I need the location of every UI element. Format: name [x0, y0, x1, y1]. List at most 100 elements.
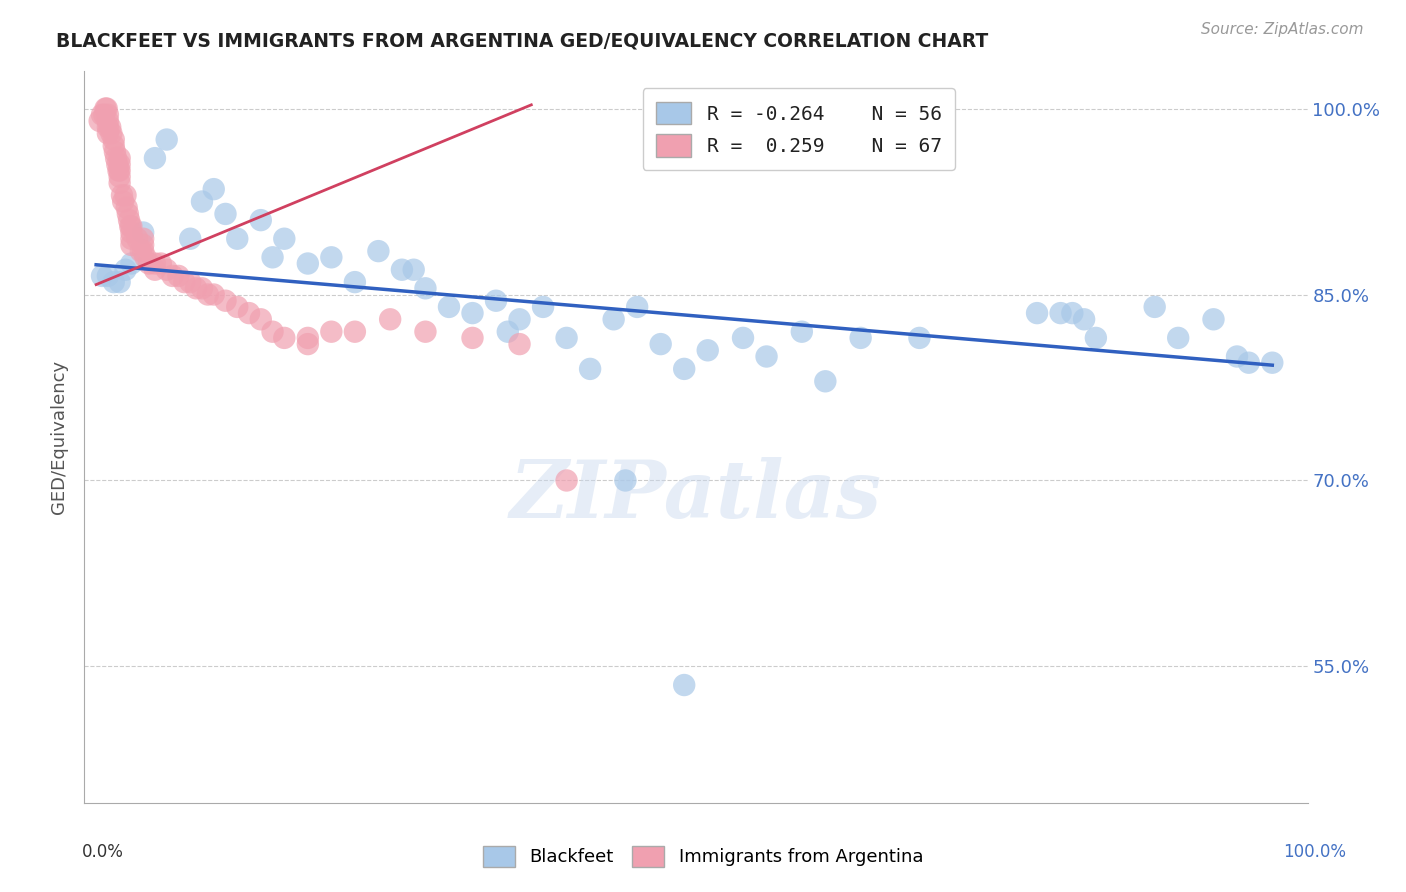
Point — [214, 207, 236, 221]
Point — [238, 306, 260, 320]
Point — [509, 312, 531, 326]
Point — [1167, 331, 1189, 345]
Point — [114, 262, 136, 277]
Point — [321, 325, 343, 339]
Point — [120, 219, 142, 234]
Point — [114, 188, 136, 202]
Point — [104, 145, 127, 159]
Point — [814, 374, 837, 388]
Point — [321, 250, 343, 264]
Point — [226, 232, 249, 246]
Point — [380, 312, 402, 326]
Point — [1261, 356, 1284, 370]
Point — [343, 325, 366, 339]
Point — [1073, 312, 1095, 326]
Point — [103, 138, 125, 153]
Point — [1226, 350, 1249, 364]
Y-axis label: GED/Equivalency: GED/Equivalency — [51, 360, 69, 514]
Point — [908, 331, 931, 345]
Point — [391, 262, 413, 277]
Point — [614, 474, 637, 488]
Point — [509, 337, 531, 351]
Point — [120, 232, 142, 246]
Point — [93, 108, 115, 122]
Point — [91, 108, 114, 122]
Point — [103, 275, 125, 289]
Point — [202, 182, 225, 196]
Point — [107, 163, 129, 178]
Point — [97, 114, 120, 128]
Point — [132, 226, 155, 240]
Legend: R = -0.264    N = 56, R =  0.259    N = 67: R = -0.264 N = 56, R = 0.259 N = 67 — [643, 88, 955, 170]
Point — [100, 126, 122, 140]
Point — [108, 275, 131, 289]
Point — [626, 300, 648, 314]
Point — [226, 300, 249, 314]
Point — [343, 275, 366, 289]
Point — [673, 362, 696, 376]
Point — [755, 350, 778, 364]
Point — [120, 226, 142, 240]
Point — [485, 293, 508, 308]
Point — [179, 232, 201, 246]
Point — [108, 176, 131, 190]
Point — [138, 256, 160, 270]
Point — [555, 474, 578, 488]
Point — [249, 312, 271, 326]
Point — [173, 275, 195, 289]
Point — [731, 331, 754, 345]
Point — [118, 213, 141, 227]
Point — [108, 157, 131, 171]
Point — [191, 194, 214, 209]
Point — [197, 287, 219, 301]
Point — [132, 244, 155, 259]
Point — [97, 126, 120, 140]
Point — [214, 293, 236, 308]
Point — [143, 262, 166, 277]
Point — [849, 331, 872, 345]
Point — [97, 268, 120, 283]
Text: 100.0%: 100.0% — [1284, 843, 1346, 861]
Point — [415, 281, 437, 295]
Point — [262, 250, 284, 264]
Point — [402, 262, 425, 277]
Point — [108, 169, 131, 184]
Point — [673, 678, 696, 692]
Point — [602, 312, 624, 326]
Legend: Blackfeet, Immigrants from Argentina: Blackfeet, Immigrants from Argentina — [475, 838, 931, 874]
Point — [1084, 331, 1107, 345]
Point — [135, 250, 157, 264]
Point — [415, 325, 437, 339]
Point — [531, 300, 554, 314]
Text: ZIPatlas: ZIPatlas — [510, 457, 882, 534]
Text: BLACKFEET VS IMMIGRANTS FROM ARGENTINA GED/EQUIVALENCY CORRELATION CHART: BLACKFEET VS IMMIGRANTS FROM ARGENTINA G… — [56, 31, 988, 50]
Text: 0.0%: 0.0% — [82, 843, 124, 861]
Point — [297, 331, 319, 345]
Point — [156, 132, 179, 146]
Point — [191, 281, 214, 295]
Point — [273, 331, 295, 345]
Point — [96, 102, 118, 116]
Point — [108, 151, 131, 165]
Point — [149, 256, 172, 270]
Point — [132, 238, 155, 252]
Point — [1143, 300, 1166, 314]
Point — [167, 268, 190, 283]
Point — [297, 256, 319, 270]
Point — [1062, 306, 1084, 320]
Point — [105, 157, 128, 171]
Point — [555, 331, 578, 345]
Point — [1049, 306, 1071, 320]
Point — [143, 256, 166, 270]
Point — [790, 325, 813, 339]
Point — [461, 331, 484, 345]
Point — [120, 219, 142, 234]
Text: Source: ZipAtlas.com: Source: ZipAtlas.com — [1201, 22, 1364, 37]
Point — [94, 102, 117, 116]
Point — [297, 337, 319, 351]
Point — [579, 362, 602, 376]
Point — [120, 238, 142, 252]
Point — [202, 287, 225, 301]
Point — [262, 325, 284, 339]
Point — [1202, 312, 1225, 326]
